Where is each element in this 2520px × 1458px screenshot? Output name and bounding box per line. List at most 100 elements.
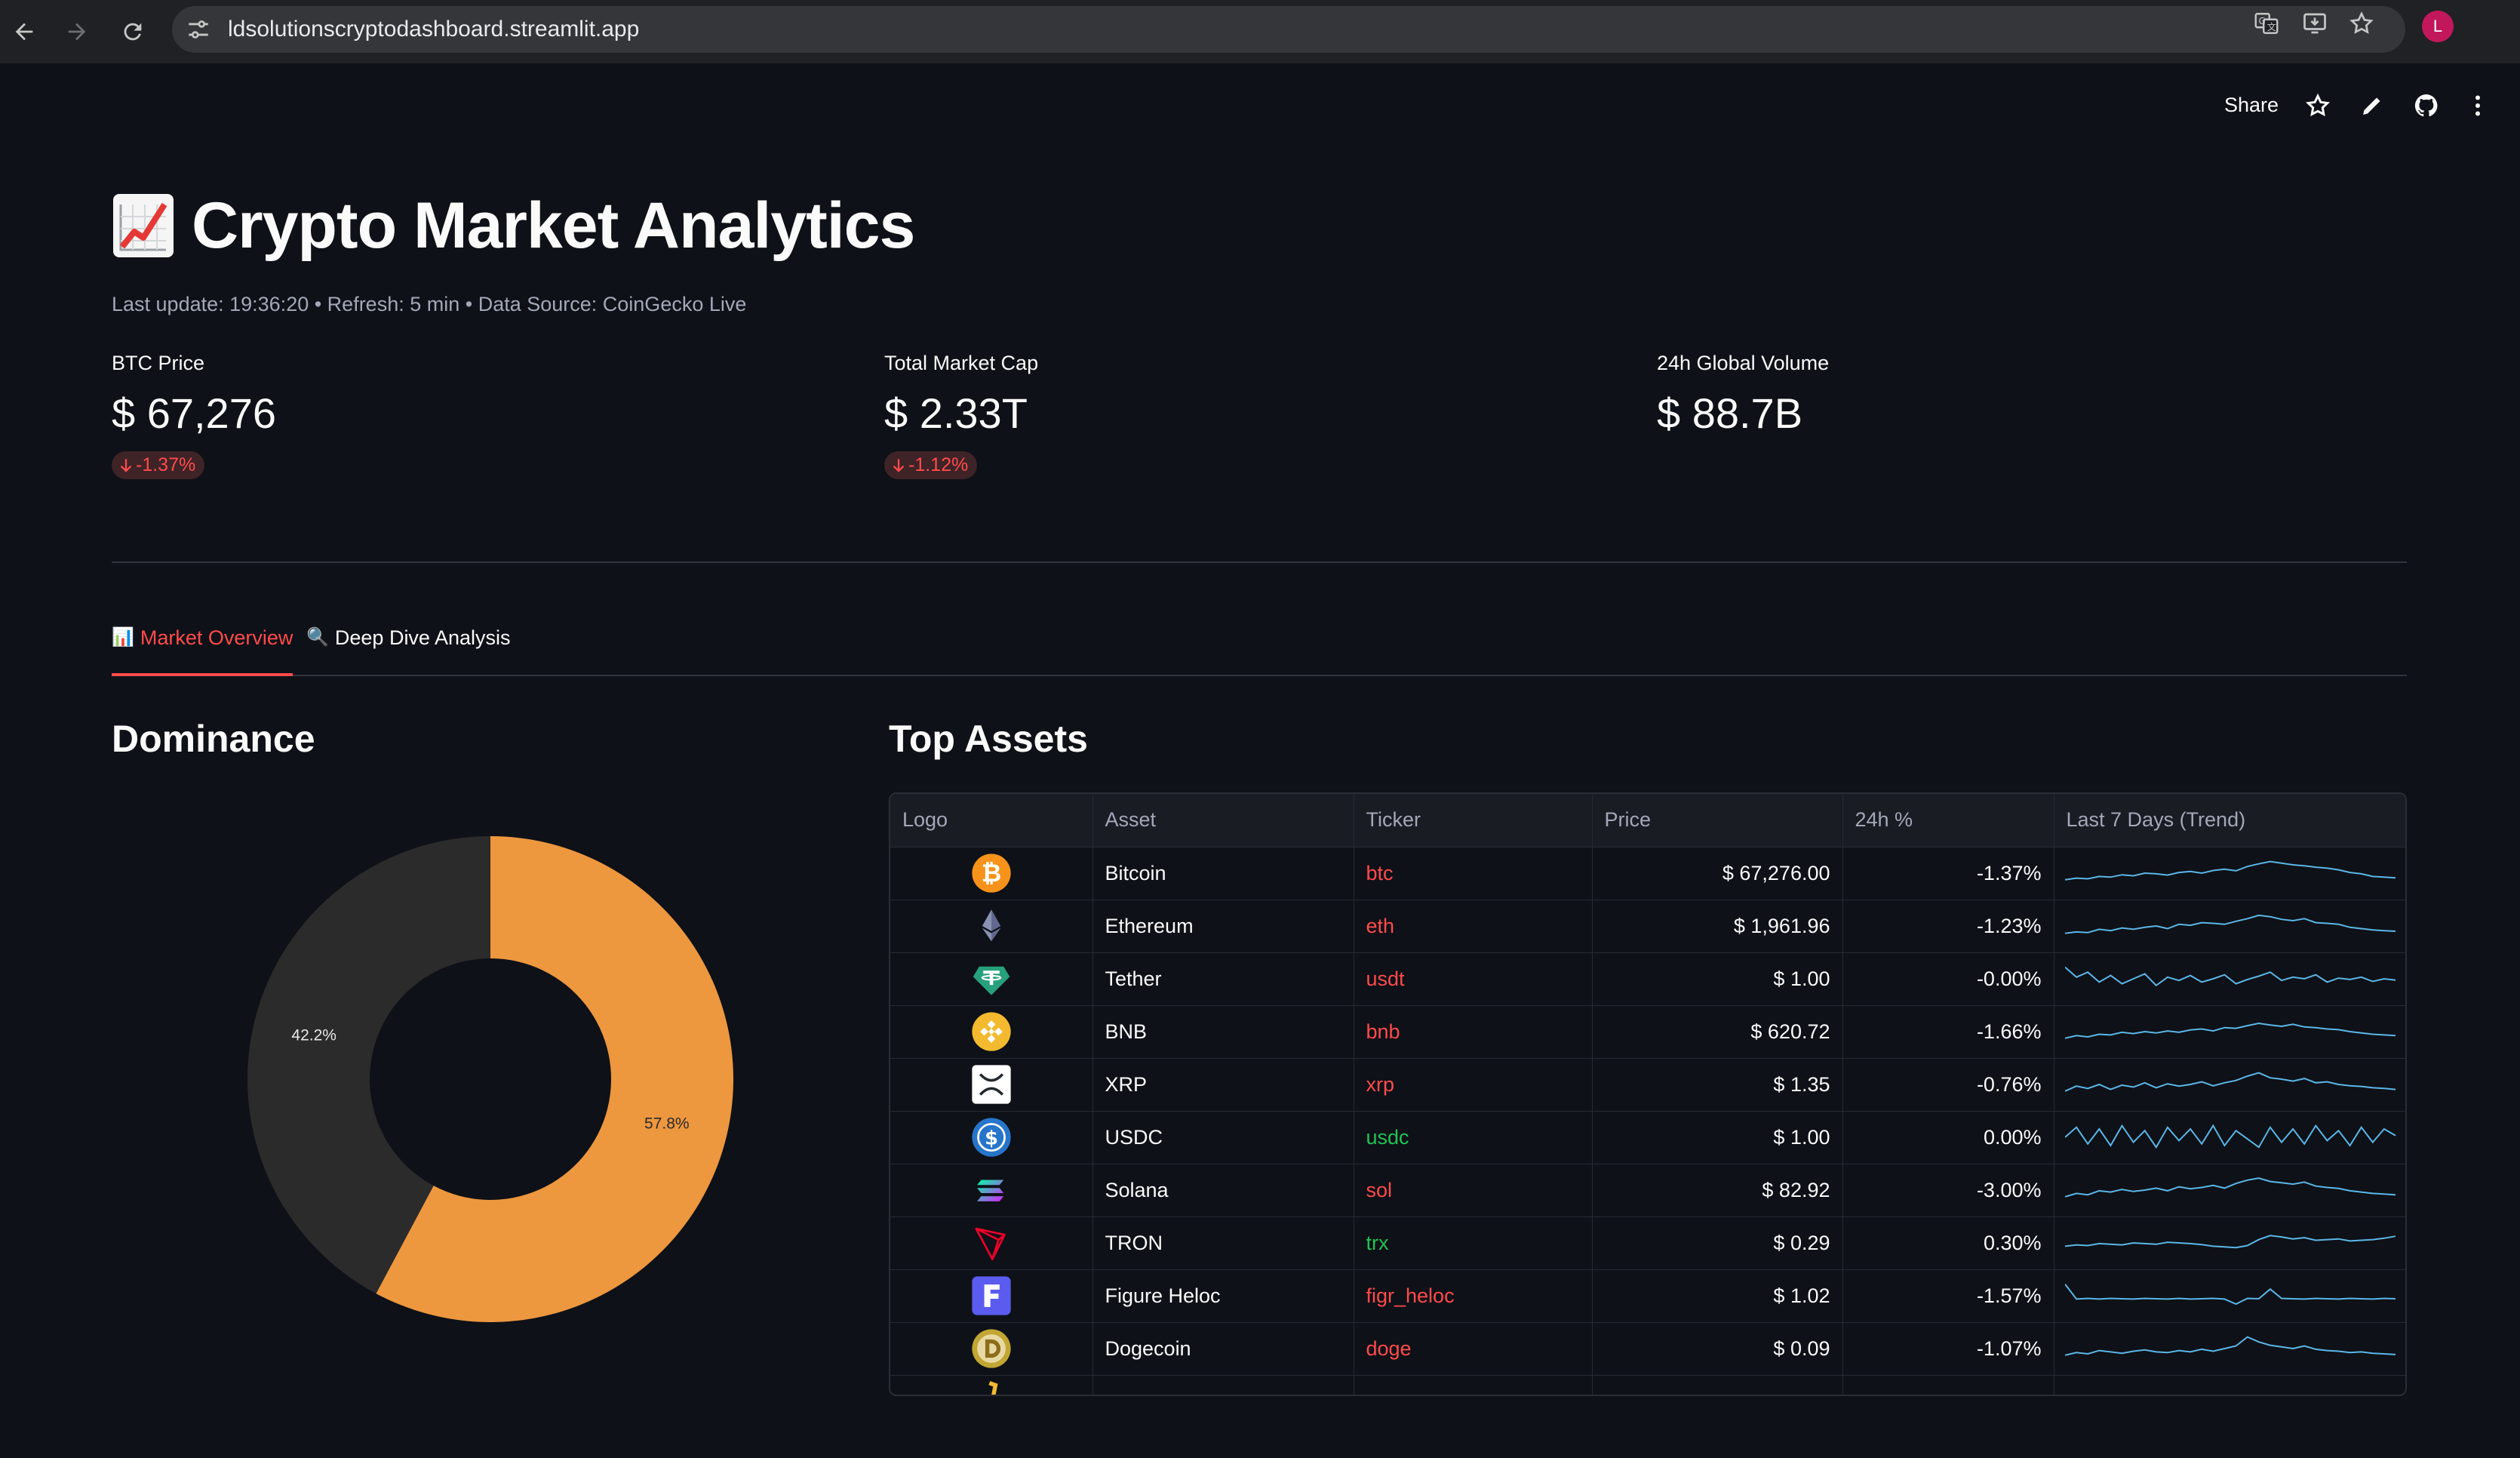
arrow-down-icon xyxy=(120,459,132,472)
github-icon xyxy=(2414,94,2438,117)
app-header: Share xyxy=(0,63,2520,146)
logo-cell xyxy=(890,1005,1093,1059)
top-assets-heading: Top Assets xyxy=(889,718,1088,760)
magnifier-icon: 🔍 xyxy=(306,627,329,647)
column-header-logo[interactable]: Logo xyxy=(890,794,1093,847)
logo-cell xyxy=(890,1375,1093,1395)
metric-value: $ 2.33T xyxy=(884,389,1028,437)
edit-button[interactable] xyxy=(2357,91,2387,121)
share-button[interactable]: Share xyxy=(2224,94,2279,116)
metric-global-volume: 24h Global Volume $ 88.7B xyxy=(1657,352,1829,438)
asset-ticker: xrp xyxy=(1354,1058,1593,1112)
asset-name: XRP xyxy=(1093,1058,1354,1112)
table-row[interactable]: $ USDC usdc $ 1.00 0.00% xyxy=(890,1111,2405,1164)
sparkline xyxy=(2064,914,2396,934)
back-button[interactable] xyxy=(3,11,45,53)
trend-cell xyxy=(2054,952,2405,1006)
sparkline xyxy=(2064,1235,2396,1249)
asset-price: $ 1.00 xyxy=(1592,1111,1843,1164)
column-header-trend[interactable]: Last 7 Days (Trend) xyxy=(2054,794,2405,847)
address-bar[interactable]: ldsolutionscryptodashboard.streamlit.app xyxy=(172,6,2405,53)
trend-cell xyxy=(2054,1058,2405,1112)
table-row[interactable]: Dogecoin doge $ 0.09 -1.07% xyxy=(890,1322,2405,1376)
star-icon xyxy=(2349,11,2374,34)
trend-cell xyxy=(2054,1322,2405,1376)
more-vertical-icon xyxy=(2475,95,2480,116)
top-assets-table[interactable]: Logo Asset Ticker Price 24h % Last 7 Day… xyxy=(889,792,2407,1396)
column-header-price[interactable]: Price xyxy=(1592,794,1843,847)
asset-price: $ 1,961.96 xyxy=(1592,900,1843,953)
page-caption: Last update: 19:36:20 • Refresh: 5 min •… xyxy=(112,293,747,315)
svg-text:G: G xyxy=(2259,16,2266,26)
logo-cell xyxy=(890,1058,1093,1112)
donut-label-btc: 57.8% xyxy=(644,1115,690,1132)
translate-icon: G文 xyxy=(2254,13,2279,34)
arrow-left-icon xyxy=(15,23,33,41)
browser-toolbar: ldsolutionscryptodashboard.streamlit.app… xyxy=(0,0,2520,63)
asset-price: $ 67,276.00 xyxy=(1592,847,1843,900)
asset-ticker: doge xyxy=(1354,1322,1593,1376)
forward-button[interactable] xyxy=(56,11,98,53)
table-row-clipped[interactable] xyxy=(890,1375,2405,1395)
solana-icon xyxy=(976,1180,1003,1201)
page-title: Crypto Market Analytics xyxy=(192,189,915,262)
table-row[interactable]: Tether usdt $ 1.00 -0.00% xyxy=(890,952,2405,1006)
asset-ticker: figr_heloc xyxy=(1354,1269,1593,1323)
main-menu-button[interactable] xyxy=(2463,91,2493,121)
table-row[interactable]: TRON trx $ 0.29 0.30% xyxy=(890,1217,2405,1270)
tab-market-overview[interactable]: 📊 Market Overview xyxy=(112,626,293,676)
tab-deep-dive-analysis[interactable]: 🔍 Deep Dive Analysis xyxy=(306,626,511,673)
asset-price: $ 82.92 xyxy=(1592,1164,1843,1217)
favorite-button[interactable] xyxy=(2303,91,2333,121)
tab-bar: 📊 Market Overview 🔍 Deep Dive Analysis xyxy=(112,623,2407,676)
asset-price: $ 0.09 xyxy=(1592,1322,1843,1376)
donut-slice-others[interactable] xyxy=(247,836,490,1294)
arrow-right-icon xyxy=(68,23,86,41)
sparkline-chart xyxy=(2064,1336,2396,1356)
reload-button[interactable] xyxy=(112,11,154,53)
site-settings-icon[interactable] xyxy=(186,17,211,42)
svg-text:$: $ xyxy=(985,1127,998,1149)
dominance-donut-chart[interactable]: 57.8% 42.2% xyxy=(241,830,739,1328)
asset-change: -1.07% xyxy=(1842,1322,2054,1376)
column-header-change[interactable]: 24h % xyxy=(1842,794,2054,847)
logo-cell xyxy=(890,1322,1093,1376)
asset-price: $ 1.35 xyxy=(1592,1058,1843,1112)
bnb-icon xyxy=(972,1012,1011,1051)
svg-text:₿: ₿ xyxy=(982,859,1001,887)
asset-ticker: usdc xyxy=(1354,1111,1593,1164)
section-divider xyxy=(112,561,2407,563)
asset-change: -1.37% xyxy=(1842,847,2054,900)
github-button[interactable] xyxy=(2411,91,2442,121)
table-row[interactable]: Solana sol $ 82.92 -3.00% xyxy=(890,1164,2405,1217)
sparkline-chart xyxy=(2064,914,2396,934)
trend-cell xyxy=(2054,847,2405,900)
asset-price: $ 620.72 xyxy=(1592,1005,1843,1059)
column-header-asset[interactable]: Asset xyxy=(1093,794,1354,847)
ethereum-icon xyxy=(982,909,1000,942)
table-row[interactable]: Ethereum eth $ 1,961.96 -1.23% xyxy=(890,900,2405,953)
profile-avatar[interactable]: L xyxy=(2422,11,2454,42)
tab-label: Deep Dive Analysis xyxy=(334,626,511,649)
donut-label-others: 42.2% xyxy=(291,1027,337,1044)
install-app-button[interactable] xyxy=(2294,0,2336,47)
column-header-ticker[interactable]: Ticker xyxy=(1354,794,1593,847)
svg-text:文: 文 xyxy=(2267,21,2276,32)
table-row[interactable]: BNB bnb $ 620.72 -1.66% xyxy=(890,1005,2405,1059)
donut-slice-btc[interactable] xyxy=(376,836,733,1322)
bookmark-button[interactable] xyxy=(2340,0,2383,47)
table-row[interactable]: ₿ Bitcoin btc $ 67,276.00 -1.37% xyxy=(890,847,2405,900)
sparkline xyxy=(2064,1336,2396,1356)
asset-change: 0.30% xyxy=(1842,1217,2054,1270)
table-row[interactable]: Figure Heloc figr_heloc $ 1.02 -1.57% xyxy=(890,1269,2405,1323)
coin-icon xyxy=(988,1381,998,1395)
arrow-down-icon xyxy=(893,459,905,472)
url-text: ldsolutionscryptodashboard.streamlit.app xyxy=(228,17,640,42)
table-row[interactable]: XRP xrp $ 1.35 -0.76% xyxy=(890,1058,2405,1112)
asset-ticker: btc xyxy=(1354,847,1593,900)
star-icon xyxy=(2305,93,2331,117)
asset-change: -1.66% xyxy=(1842,1005,2054,1059)
sparkline-chart xyxy=(2064,1072,2396,1092)
asset-ticker: usdt xyxy=(1354,952,1593,1006)
